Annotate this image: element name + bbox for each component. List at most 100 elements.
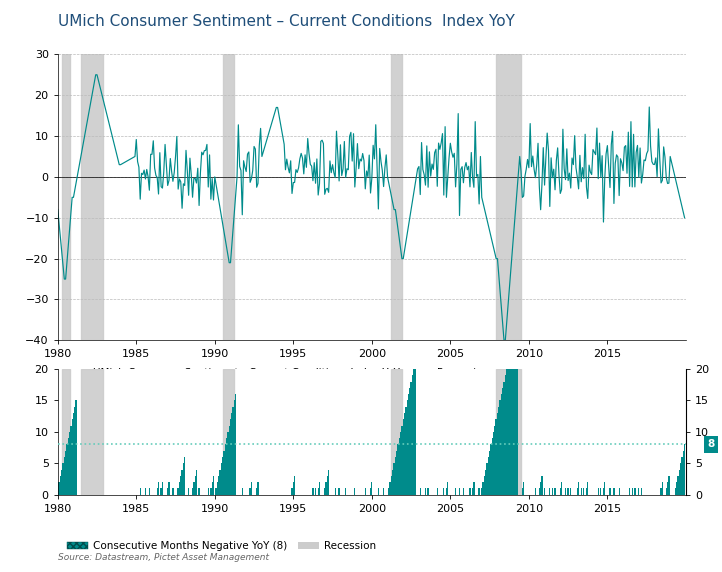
Bar (401, 426, 403, 495)
Bar (494, 426, 495, 495)
Bar (539, 488, 540, 495)
Bar (218, 476, 219, 495)
Bar (388, 488, 389, 495)
Bar (167, 488, 168, 495)
Bar (408, 394, 409, 495)
Bar (587, 482, 588, 495)
Bar (516, 319, 518, 495)
Bar (234, 400, 235, 495)
Bar (196, 470, 197, 495)
Bar (565, 488, 566, 495)
Bar (345, 488, 347, 495)
Bar (410, 382, 412, 495)
Bar (82, 369, 103, 495)
Text: Source: Datastream, Pictet Asset Management: Source: Datastream, Pictet Asset Managem… (58, 553, 269, 562)
Bar (397, 444, 399, 495)
Bar (409, 388, 410, 495)
Bar (210, 488, 212, 495)
Bar (334, 488, 336, 495)
Bar (292, 482, 294, 495)
Bar (666, 488, 667, 495)
Bar (82, 54, 103, 340)
Bar (223, 451, 225, 495)
Bar (222, 457, 223, 495)
Bar (184, 457, 186, 495)
Bar (485, 470, 487, 495)
Bar (496, 54, 521, 340)
Bar (463, 488, 464, 495)
Bar (222, 369, 235, 495)
Bar (679, 470, 680, 495)
Bar (634, 488, 635, 495)
Legend: UMich Consumer Sentiment - Current Conditions Index YoY, Recession: UMich Consumer Sentiment - Current Condi… (63, 364, 493, 382)
Bar (65, 451, 66, 495)
Bar (561, 482, 562, 495)
Bar (613, 488, 614, 495)
Bar (493, 432, 494, 495)
Bar (549, 488, 550, 495)
Bar (257, 482, 258, 495)
Bar (583, 488, 585, 495)
Bar (680, 463, 682, 495)
Bar (74, 407, 75, 495)
Bar (502, 388, 503, 495)
Bar (445, 488, 447, 495)
Bar (393, 463, 395, 495)
Bar (501, 394, 502, 495)
Bar (75, 400, 77, 495)
Bar (389, 482, 391, 495)
Bar (57, 488, 58, 495)
Bar (496, 369, 521, 495)
Bar (399, 438, 400, 495)
Bar (638, 488, 640, 495)
Bar (497, 413, 498, 495)
Bar (221, 463, 222, 495)
Bar (510, 350, 511, 495)
Bar (515, 325, 516, 495)
Bar (168, 482, 170, 495)
Text: 8: 8 (708, 439, 715, 450)
Bar (193, 482, 194, 495)
Bar (227, 432, 229, 495)
Bar (523, 482, 524, 495)
Bar (489, 451, 490, 495)
Bar (676, 482, 677, 495)
Bar (578, 482, 579, 495)
Bar (492, 438, 493, 495)
Bar (199, 488, 200, 495)
Bar (498, 407, 500, 495)
Bar (413, 369, 414, 495)
Bar (506, 369, 508, 495)
Bar (604, 482, 606, 495)
Bar (473, 482, 474, 495)
Bar (145, 488, 146, 495)
Bar (522, 488, 523, 495)
Bar (73, 413, 74, 495)
Bar (514, 331, 515, 495)
Bar (570, 488, 571, 495)
Bar (251, 482, 252, 495)
Bar (603, 488, 604, 495)
Bar (71, 419, 73, 495)
Bar (62, 463, 64, 495)
Bar (455, 488, 456, 495)
Bar (64, 457, 65, 495)
Bar (544, 488, 545, 495)
Bar (69, 432, 70, 495)
Bar (503, 382, 505, 495)
Bar (225, 444, 226, 495)
Bar (365, 488, 366, 495)
Bar (640, 488, 642, 495)
Bar (162, 482, 163, 495)
Bar (396, 451, 397, 495)
Bar (395, 457, 396, 495)
Bar (511, 344, 513, 495)
Bar (487, 457, 489, 495)
Bar (598, 488, 599, 495)
Bar (149, 488, 150, 495)
Bar (472, 488, 473, 495)
Bar (505, 375, 506, 495)
Bar (495, 419, 497, 495)
Bar (194, 476, 196, 495)
Bar (661, 482, 663, 495)
